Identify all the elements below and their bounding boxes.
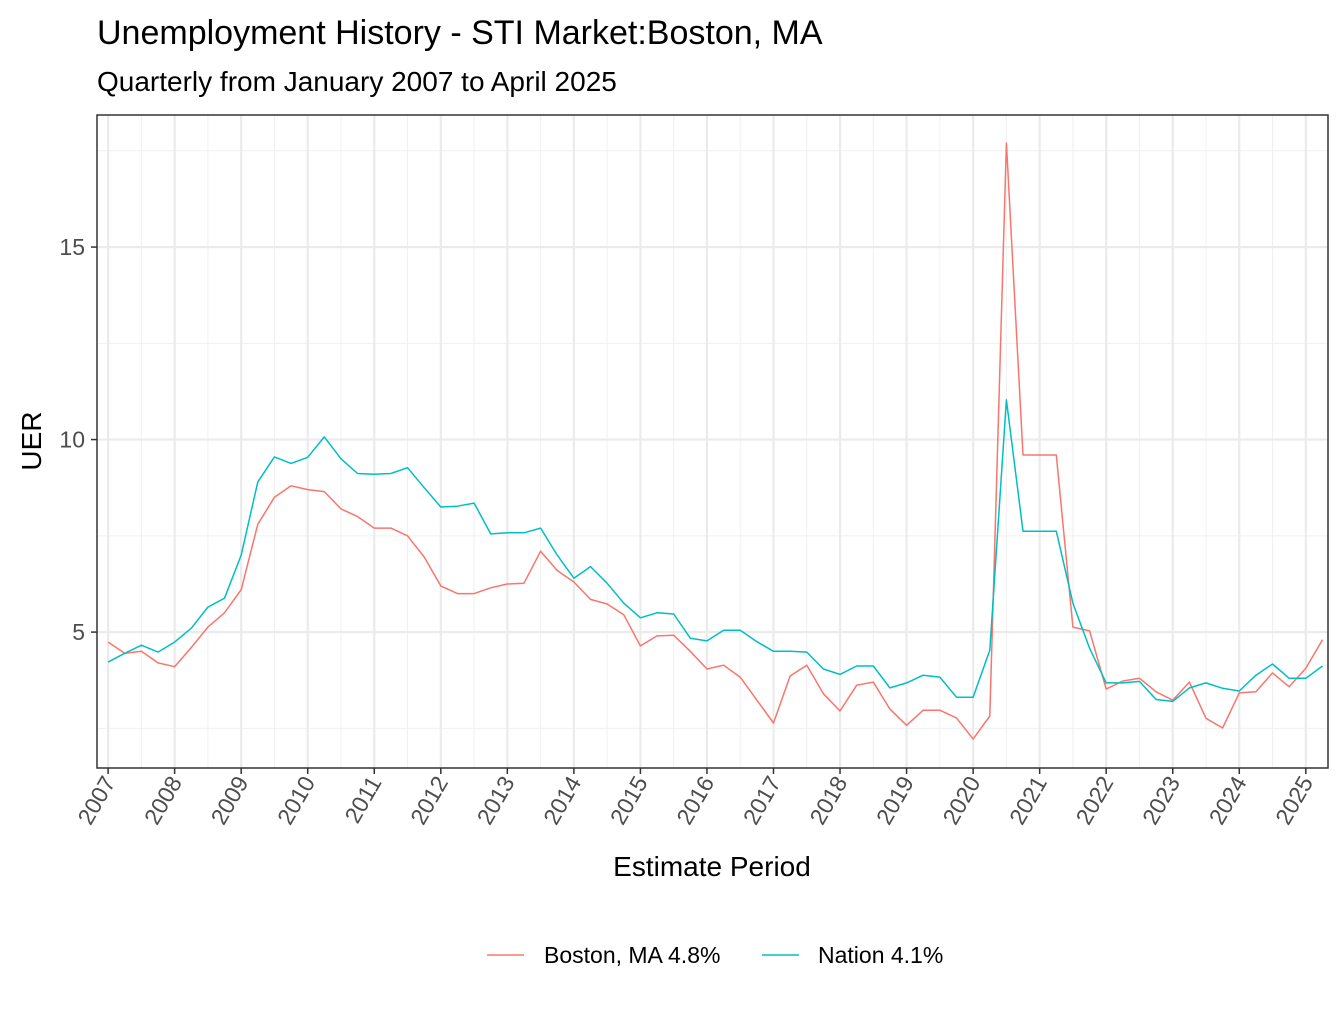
y-tick-label: 15 — [59, 234, 85, 260]
series-lines — [107, 142, 1324, 740]
y-axis-label: UER — [16, 411, 47, 470]
legend: Boston, MA 4.8% Nation 4.1% — [487, 942, 943, 968]
y-tick-label: 10 — [59, 427, 85, 453]
x-tick-label: 2024 — [1204, 771, 1252, 828]
x-tick-label: 2011 — [339, 772, 386, 828]
x-tick-label: 2008 — [139, 772, 187, 829]
x-tick-label: 2007 — [72, 772, 120, 829]
x-tick-label: 2017 — [738, 772, 786, 829]
x-tick-label: 2020 — [937, 772, 985, 829]
legend-label-boston: Boston, MA 4.8% — [544, 942, 720, 968]
y-axis: 5 10 15 — [59, 234, 97, 645]
chart-title: Unemployment History - STI Market:Boston… — [97, 14, 823, 52]
x-tick-label: 2019 — [871, 772, 919, 829]
y-tick-label: 5 — [72, 619, 85, 645]
x-tick-label: 2009 — [205, 772, 253, 829]
x-tick-label: 2021 — [1004, 772, 1052, 829]
x-tick-label: 2014 — [538, 771, 586, 828]
x-tick-label: 2013 — [472, 772, 520, 829]
panel-background — [97, 115, 1328, 768]
series-line-nation — [107, 399, 1323, 703]
x-tick-label: 2018 — [804, 772, 852, 829]
x-tick-label: 2010 — [272, 772, 320, 829]
legend-label-nation: Nation 4.1% — [818, 942, 943, 968]
x-tick-label: 2023 — [1137, 772, 1185, 829]
panel-border — [96, 114, 1329, 769]
x-tick-label: 2015 — [605, 772, 653, 829]
x-axis-label: Estimate Period — [613, 851, 811, 882]
x-tick-label: 2016 — [671, 772, 719, 829]
grid — [97, 115, 1328, 768]
x-axis: 2007 2008 2009 2010 2011 2012 2013 2014 2015 2016… — [72, 768, 1318, 829]
chart-subtitle: Quarterly from January 2007 to April 202… — [97, 66, 617, 97]
x-tick-label: 2022 — [1070, 772, 1118, 829]
x-tick-label: 2025 — [1270, 772, 1318, 829]
x-tick-label: 2012 — [405, 772, 453, 829]
